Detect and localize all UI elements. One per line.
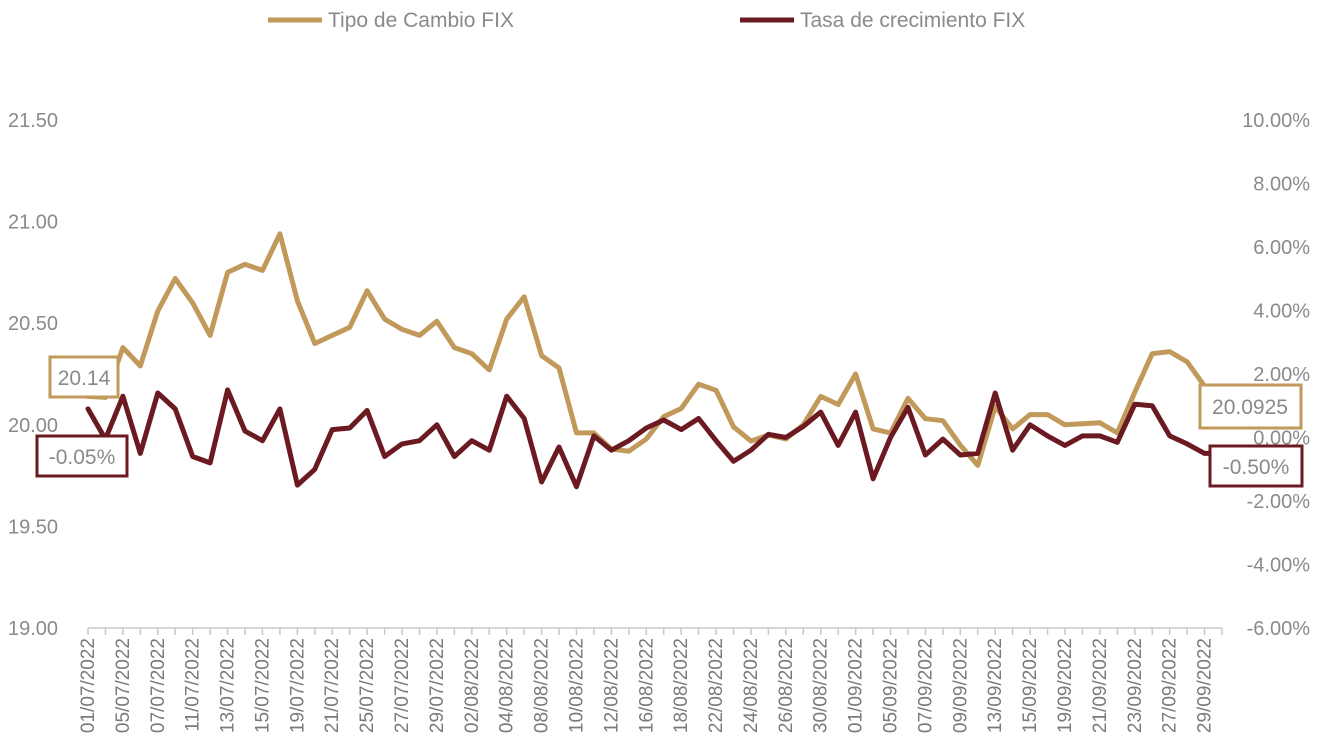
legend: Tipo de Cambio FIX Tasa de crecimiento F… <box>268 9 1025 32</box>
x-tick-label: 18/08/2022 <box>671 638 692 733</box>
right-axis: 10.00% 8.00% 6.00% 4.00% 2.00% 0.00% -2.00% -4.… <box>1242 110 1310 640</box>
legend-label-growth: Tasa de crecimiento FIX <box>800 9 1025 32</box>
right-tick-label: -2.00% <box>1247 491 1311 513</box>
callouts: 20.14 -0.05% 20.0925 -0.50% <box>35 355 1304 488</box>
x-tick-label: 02/08/2022 <box>462 638 483 733</box>
x-tick-label: 16/08/2022 <box>636 638 657 733</box>
x-tick-label: 09/09/2022 <box>950 638 971 733</box>
callout-growth-end: -0.50% <box>1223 456 1290 479</box>
x-tick-label: 19/09/2022 <box>1055 638 1076 733</box>
right-tick-label: 8.00% <box>1253 174 1310 196</box>
x-tick-label: 08/08/2022 <box>532 638 553 733</box>
x-tick-label: 29/09/2022 <box>1195 638 1216 733</box>
x-tick-label: 01/09/2022 <box>846 638 867 733</box>
legend-label-fix: Tipo de Cambio FIX <box>328 9 514 32</box>
left-tick-label: 21.50 <box>8 110 58 132</box>
right-tick-label: 10.00% <box>1242 110 1310 132</box>
x-tick-label: 10/08/2022 <box>566 638 587 733</box>
x-tick-label: 19/07/2022 <box>287 638 308 733</box>
right-tick-label: 2.00% <box>1253 364 1310 386</box>
series-line-growth <box>85 387 1225 490</box>
x-tick-label: 07/09/2022 <box>915 638 936 733</box>
callout-box-growth-start <box>35 434 129 478</box>
x-tick-label: 23/09/2022 <box>1125 638 1146 733</box>
x-tick-label: 21/09/2022 <box>1090 638 1111 733</box>
left-tick-label: 19.00 <box>8 618 58 640</box>
x-tick-label: 05/09/2022 <box>881 638 902 733</box>
series-lines <box>85 231 1225 490</box>
x-tick-label: 30/08/2022 <box>811 638 832 733</box>
x-tick-label: 26/08/2022 <box>776 638 797 733</box>
callout-box-fix-end <box>1198 383 1303 430</box>
callout-fix-start: 20.14 <box>58 367 111 390</box>
callout-box-growth-end <box>1208 444 1304 488</box>
x-tick-label: 24/08/2022 <box>741 638 762 733</box>
x-tick-label: 01/07/2022 <box>78 638 99 733</box>
callout-box-fix-start <box>48 355 120 399</box>
right-tick-label: -6.00% <box>1247 618 1311 640</box>
x-tick-label: 11/07/2022 <box>183 638 204 732</box>
x-tick-label: 13/09/2022 <box>985 638 1006 733</box>
x-tick-label: 21/07/2022 <box>322 638 343 733</box>
x-tick-label: 25/07/2022 <box>357 638 378 733</box>
x-tick-label: 04/08/2022 <box>497 638 518 733</box>
right-tick-label: -4.00% <box>1247 555 1311 577</box>
callout-fix-end: 20.0925 <box>1212 396 1288 419</box>
x-tick-label: 05/07/2022 <box>113 638 134 733</box>
x-tick-label: 15/07/2022 <box>252 638 273 733</box>
x-axis: 01/07/2022 05/07/2022 07/07/2022 11/07/2022… <box>78 627 1223 733</box>
x-tick-label: 13/07/2022 <box>218 638 239 733</box>
left-tick-label: 19.50 <box>8 516 58 538</box>
right-tick-label: 6.00% <box>1253 237 1310 259</box>
x-tick-label: 22/08/2022 <box>706 638 727 733</box>
series-line-fix <box>85 231 1225 468</box>
left-tick-label: 20.50 <box>8 313 58 335</box>
left-tick-label: 20.00 <box>8 415 58 437</box>
x-tick-label: 27/09/2022 <box>1160 638 1181 733</box>
x-tick-label: 29/07/2022 <box>427 638 448 733</box>
left-tick-label: 21.00 <box>8 212 58 234</box>
x-tick-label: 27/07/2022 <box>392 638 413 733</box>
left-axis: 21.50 21.00 20.50 20.00 19.50 19.00 <box>8 110 58 640</box>
right-tick-label: 0.00% <box>1253 428 1310 450</box>
x-tick-label: 12/08/2022 <box>601 638 622 733</box>
x-tick-label: 07/07/2022 <box>148 638 169 733</box>
x-tick-label: 15/09/2022 <box>1020 638 1041 733</box>
right-tick-label: 4.00% <box>1253 301 1310 323</box>
callout-growth-start: -0.05% <box>49 446 116 469</box>
